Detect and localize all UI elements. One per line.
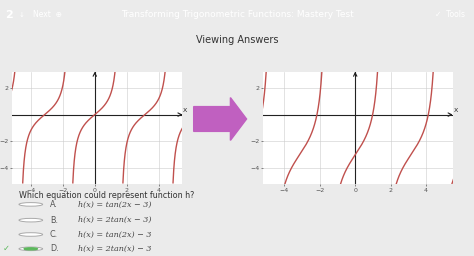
Text: Viewing Answers: Viewing Answers (196, 35, 278, 45)
Circle shape (19, 218, 43, 222)
FancyArrow shape (194, 98, 246, 140)
Text: h(x) = tan(2x − 3): h(x) = tan(2x − 3) (78, 200, 152, 208)
Text: C.: C. (50, 230, 58, 239)
Text: h(x) = 2tan(x) − 3: h(x) = 2tan(x) − 3 (78, 245, 152, 253)
Circle shape (24, 248, 37, 250)
Text: Next  ⊕: Next ⊕ (33, 10, 62, 19)
Text: X: X (454, 108, 458, 113)
Text: X: X (183, 108, 188, 113)
Text: h(x) = 2tan(x − 3): h(x) = 2tan(x − 3) (78, 216, 152, 224)
Text: ✓: ✓ (2, 244, 9, 253)
Text: ↓: ↓ (19, 12, 25, 18)
Text: A.: A. (50, 200, 58, 209)
Text: Transforming Trigonometric Functions: Mastery Test: Transforming Trigonometric Functions: Ma… (120, 10, 354, 19)
Text: Which equation could represent function h?: Which equation could represent function … (19, 191, 194, 200)
Text: h(x) = tan(2x) − 3: h(x) = tan(2x) − 3 (78, 230, 152, 239)
Circle shape (19, 233, 43, 236)
Circle shape (19, 202, 43, 206)
Circle shape (19, 247, 43, 251)
Text: ✓  Tools: ✓ Tools (435, 10, 465, 19)
Text: B.: B. (50, 216, 58, 225)
Text: 2: 2 (5, 10, 12, 20)
Text: D.: D. (50, 244, 58, 253)
